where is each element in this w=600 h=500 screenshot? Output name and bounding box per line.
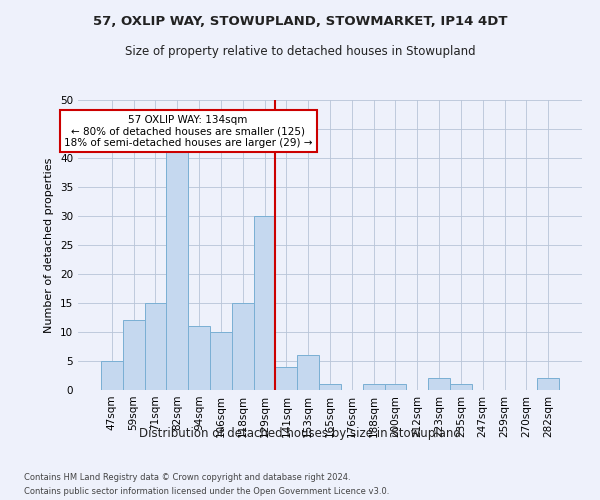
Text: Size of property relative to detached houses in Stowupland: Size of property relative to detached ho… — [125, 45, 475, 58]
Text: Contains HM Land Registry data © Crown copyright and database right 2024.: Contains HM Land Registry data © Crown c… — [24, 472, 350, 482]
Bar — [210, 332, 232, 390]
Bar — [428, 378, 450, 390]
Y-axis label: Number of detached properties: Number of detached properties — [44, 158, 55, 332]
Bar — [145, 303, 166, 390]
Bar — [363, 384, 385, 390]
Bar — [385, 384, 406, 390]
Bar — [537, 378, 559, 390]
Text: 57, OXLIP WAY, STOWUPLAND, STOWMARKET, IP14 4DT: 57, OXLIP WAY, STOWUPLAND, STOWMARKET, I… — [93, 15, 507, 28]
Bar — [101, 361, 123, 390]
Bar — [275, 367, 297, 390]
Bar — [166, 146, 188, 390]
Bar — [254, 216, 275, 390]
Bar — [232, 303, 254, 390]
Text: Contains public sector information licensed under the Open Government Licence v3: Contains public sector information licen… — [24, 488, 389, 496]
Bar — [450, 384, 472, 390]
Bar — [319, 384, 341, 390]
Text: Distribution of detached houses by size in Stowupland: Distribution of detached houses by size … — [139, 428, 461, 440]
Bar — [188, 326, 210, 390]
Bar — [297, 355, 319, 390]
Bar — [123, 320, 145, 390]
Text: 57 OXLIP WAY: 134sqm
← 80% of detached houses are smaller (125)
18% of semi-deta: 57 OXLIP WAY: 134sqm ← 80% of detached h… — [64, 114, 313, 148]
